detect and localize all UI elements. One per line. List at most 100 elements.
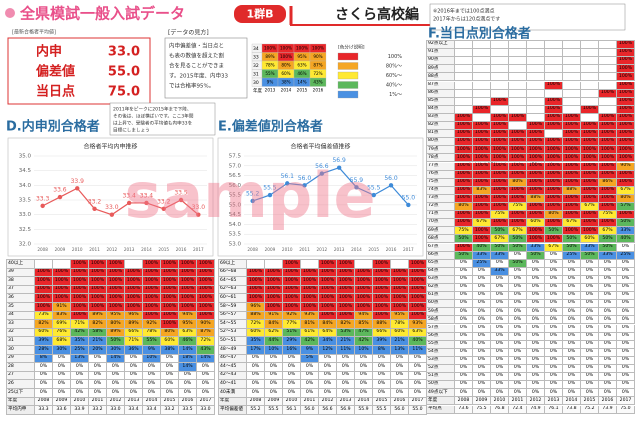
table-cell: 0% <box>473 316 491 325</box>
summary-box <box>7 37 151 105</box>
table-cell: 100% <box>473 154 491 163</box>
table-cell: 0% <box>197 363 215 372</box>
table-cell: 100% <box>545 113 563 122</box>
table-cell: 100% <box>473 178 491 187</box>
table-cell <box>491 41 509 50</box>
table-cell: 0% <box>545 324 563 333</box>
table-cell: 0% <box>599 300 617 309</box>
row-label: 54〜55 <box>219 320 247 329</box>
footer-cell: 55.5 <box>265 406 283 415</box>
table-cell: 0% <box>563 389 581 398</box>
table-cell: 71% <box>125 337 143 346</box>
table-cell: 50% <box>563 243 581 252</box>
data-point <box>57 194 63 200</box>
table-cell: 100% <box>53 268 71 278</box>
table-cell <box>545 41 563 50</box>
table-cell: 100% <box>563 138 581 147</box>
table-cell: 0% <box>71 380 89 389</box>
table-cell: 100% <box>509 186 527 195</box>
table-cell: 0% <box>391 389 409 398</box>
table-cell: 100% <box>283 277 301 286</box>
table-cell: 60% <box>581 235 599 244</box>
table-cell: 100% <box>473 105 491 114</box>
table-cell <box>455 73 473 82</box>
table-cell: 0% <box>563 356 581 365</box>
table-cell: 100% <box>391 277 409 286</box>
footer-label: 平均点 <box>427 405 455 414</box>
table-cell: 100% <box>143 294 161 303</box>
table-cell: 100% <box>71 260 89 269</box>
table-cell: 0% <box>581 308 599 317</box>
table-cell: 100% <box>527 170 545 179</box>
table-cell: 46% <box>179 337 197 346</box>
row-label: 34 <box>7 311 35 321</box>
table-cell <box>473 49 491 58</box>
table-cell: 100% <box>319 311 337 321</box>
table-cell: 100% <box>581 170 599 179</box>
table-cell: 100% <box>161 260 179 269</box>
table-cell: 0% <box>509 365 527 374</box>
table-cell: 0% <box>455 275 473 284</box>
table-cell: 100% <box>107 285 125 295</box>
table-cell: 0% <box>89 354 107 364</box>
table-cell: 0% <box>35 371 53 381</box>
footer-cell: 2011 <box>509 397 527 406</box>
table-cell <box>455 57 473 66</box>
footer-cell: 2017 <box>197 397 215 407</box>
table-cell: 100% <box>617 97 635 106</box>
table-cell: 67% <box>581 203 599 212</box>
table-cell: 100% <box>617 73 635 82</box>
row-label: 27 <box>7 371 35 381</box>
y-tick-label: 57.5 <box>229 154 242 160</box>
table-cell: 100% <box>527 146 545 155</box>
table-cell: 0% <box>143 389 161 398</box>
table-cell: 0% <box>563 348 581 357</box>
data-label: 33.4 <box>122 192 136 199</box>
table-cell: 100% <box>491 154 509 163</box>
y-tick-label: 54.5 <box>229 212 242 218</box>
row-label: 84点 <box>427 105 455 114</box>
row-label: 32 <box>7 328 35 338</box>
footer-cell: 2011 <box>89 397 107 407</box>
y-tick-label: 34.0 <box>19 183 32 189</box>
table-cell: 94% <box>179 311 197 321</box>
row-label: 92点以上 <box>427 41 455 50</box>
table-cell: 100% <box>509 194 527 203</box>
x-tick-label: 2010 <box>282 247 293 252</box>
table-cell: 0% <box>527 332 545 341</box>
table-cell: 50% <box>509 259 527 268</box>
table-cell: 0% <box>283 380 301 389</box>
mini-footer-label: 年度 <box>253 87 262 94</box>
table-cell: 0% <box>599 308 617 317</box>
table-cell: 100% <box>247 277 265 286</box>
table-cell <box>563 65 581 74</box>
table-cell: 100% <box>599 130 617 139</box>
table-cell: 43% <box>197 346 215 355</box>
y-tick-label: 35.0 <box>19 154 32 160</box>
footer-label: 平均内申 <box>7 406 35 415</box>
table-cell: 0% <box>599 340 617 349</box>
table-cell: 0% <box>473 340 491 349</box>
table-cell: 100% <box>527 227 545 236</box>
y-tick-label: 32.0 <box>19 242 32 248</box>
row-label: 50点 <box>427 381 455 390</box>
table-cell: 0% <box>265 363 283 372</box>
data-label: 56.0 <box>298 175 312 182</box>
row-label: 59点 <box>427 308 455 317</box>
table-cell <box>563 73 581 82</box>
footer-cell: 76.1 <box>545 405 563 414</box>
summary-item-value: 75.0 <box>108 85 140 100</box>
table-cell: 75% <box>599 211 617 220</box>
x-tick-label: 2016 <box>386 247 397 252</box>
table-cell: 100% <box>337 260 355 269</box>
table-cell: 100% <box>491 130 509 139</box>
table-cell: 88% <box>563 186 581 195</box>
table-cell: 67% <box>491 235 509 244</box>
table-cell: 0% <box>545 373 563 382</box>
table-cell: 0% <box>527 267 545 276</box>
table-cell: 0% <box>473 292 491 301</box>
table-cell <box>545 57 563 66</box>
data-point <box>267 192 273 198</box>
footer-cell: 2011 <box>301 397 319 407</box>
table-cell: 0% <box>89 389 107 398</box>
